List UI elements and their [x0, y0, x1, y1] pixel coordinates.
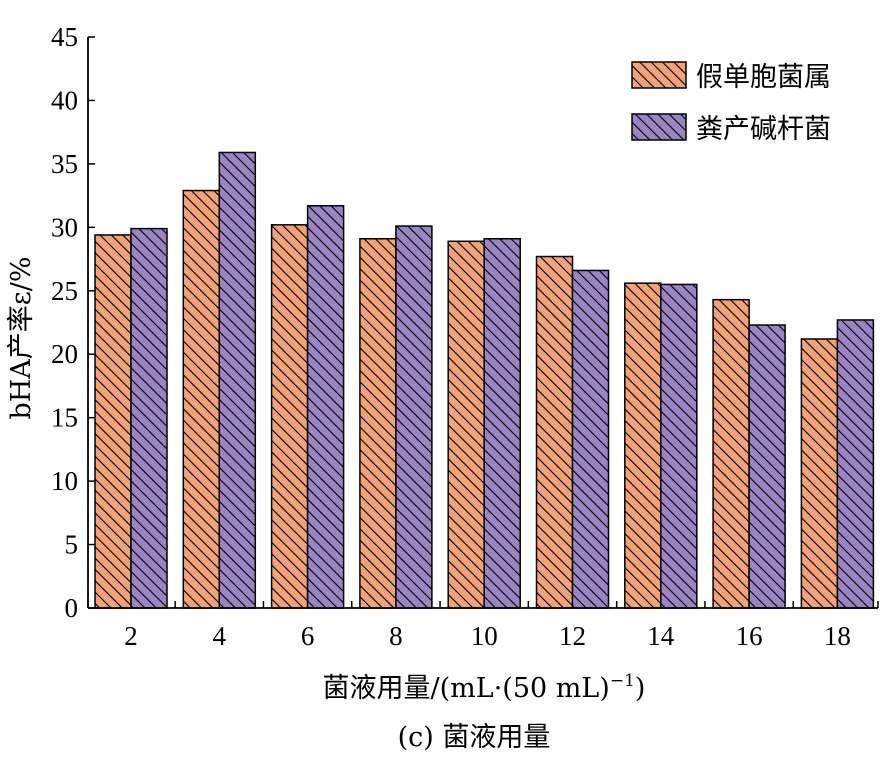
- x-axis-title-sup: −1: [610, 671, 635, 691]
- y-tick-label-15: 15: [51, 403, 78, 433]
- x-tick-label-10: 10: [471, 621, 498, 651]
- x-tick-label-14: 14: [647, 621, 675, 651]
- y-tick-label-45: 45: [51, 22, 78, 52]
- y-axis-title: bHA产率ε/%: [6, 256, 37, 419]
- bar-0-4: [182, 189, 221, 609]
- y-tick-label-40: 40: [51, 85, 78, 115]
- x-axis-title-suffix: ): [635, 673, 646, 704]
- ticks-group: 0 5 10 15 20 25 30 35 40 45 2 4 6 8 10 12 14 16 18: [51, 22, 879, 651]
- bar-0-8: [359, 238, 397, 609]
- bar-1-12: [571, 269, 610, 609]
- bar-0-10: [447, 240, 485, 609]
- bar-0-14: [624, 282, 662, 609]
- bar-0-2: [94, 234, 132, 609]
- x-tick-label-18: 18: [824, 621, 851, 651]
- legend-swatch-0: [631, 61, 687, 89]
- figure-caption: (c) 菌液用量: [398, 722, 551, 753]
- y-tick-label-10: 10: [51, 466, 78, 496]
- bar-1-6: [306, 205, 345, 609]
- legend-swatch-1: [631, 113, 687, 141]
- bars-group: [94, 151, 875, 609]
- y-tick-label-35: 35: [51, 149, 78, 179]
- x-axis-title: 菌液用量/(mL·(50 mL)−1): [323, 671, 646, 704]
- legend-label-0: 假单胞菌属: [696, 62, 831, 93]
- x-tick-label-16: 16: [736, 621, 763, 651]
- bar-1-10: [483, 238, 521, 609]
- bar-0-12: [535, 255, 574, 609]
- bar-1-8: [395, 225, 433, 609]
- y-tick-label-5: 5: [65, 530, 79, 560]
- x-tick-label-6: 6: [301, 621, 315, 651]
- y-tick-label-0: 0: [65, 593, 79, 623]
- bar-1-18: [836, 319, 875, 609]
- y-tick-label-30: 30: [51, 212, 78, 242]
- x-tick-label-2: 2: [124, 621, 138, 651]
- bar-1-4: [218, 151, 257, 609]
- axes-group: [87, 37, 878, 609]
- legend-label-1: 粪产碱杆菌: [696, 114, 831, 145]
- bar-0-18: [800, 338, 839, 609]
- bar-1-2: [130, 227, 168, 609]
- y-tick-label-25: 25: [51, 276, 78, 306]
- legend: 假单胞菌属 粪产碱杆菌: [631, 61, 831, 145]
- bar-0-16: [712, 298, 750, 609]
- x-tick-label-4: 4: [213, 621, 227, 651]
- bar-0-6: [270, 224, 309, 609]
- y-tick-label-20: 20: [51, 339, 78, 369]
- x-tick-label-12: 12: [559, 621, 586, 651]
- bar-1-14: [660, 283, 698, 609]
- x-tick-label-8: 8: [389, 621, 403, 651]
- bar-1-16: [748, 324, 786, 609]
- x-axis-title-main: 菌液用量/(mL·(50 mL): [323, 673, 610, 704]
